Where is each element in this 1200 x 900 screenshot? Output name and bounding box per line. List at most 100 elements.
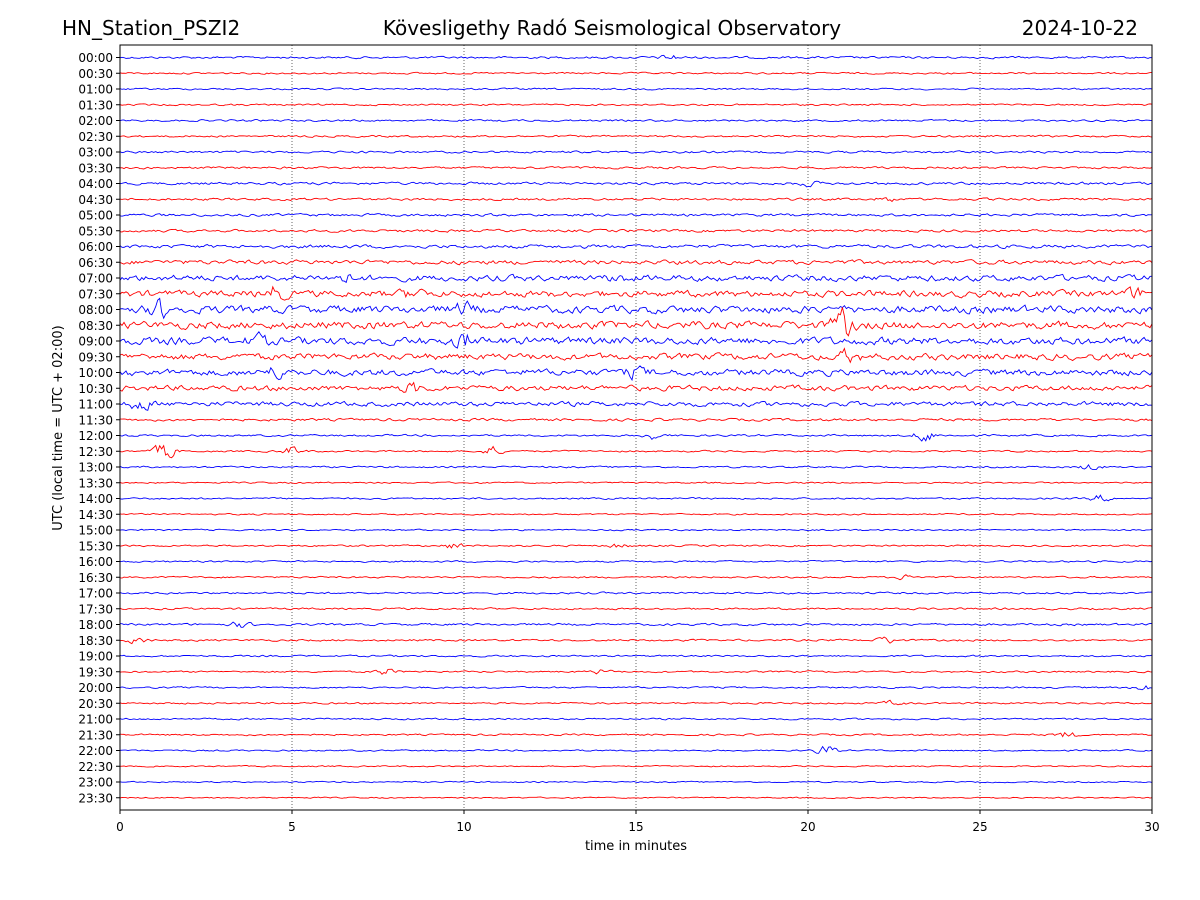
y-tick-label: 17:30 bbox=[78, 602, 113, 616]
y-tick-label: 06:00 bbox=[78, 240, 113, 254]
x-tick-label: 5 bbox=[288, 820, 296, 834]
y-tick-label: 07:30 bbox=[78, 287, 113, 301]
seismic-trace bbox=[119, 494, 1153, 502]
y-tick-label: 14:00 bbox=[78, 492, 113, 506]
y-tick-label: 14:30 bbox=[78, 508, 113, 522]
seismic-trace bbox=[119, 166, 1153, 170]
y-tick-label: 15:30 bbox=[78, 539, 113, 553]
y-tick-label: 19:00 bbox=[78, 650, 113, 664]
x-tick-label: 0 bbox=[116, 820, 124, 834]
seismic-trace bbox=[119, 273, 1153, 284]
y-tick-label: 13:30 bbox=[78, 476, 113, 490]
y-tick-label: 02:30 bbox=[78, 130, 113, 144]
seismic-trace bbox=[119, 381, 1153, 393]
grid-lines bbox=[291, 45, 981, 810]
y-tick-label: 16:00 bbox=[78, 555, 113, 569]
x-axis-label: time in minutes bbox=[585, 839, 687, 854]
y-tick-label: 16:30 bbox=[78, 571, 113, 585]
y-tick-label: 23:30 bbox=[78, 791, 113, 805]
y-tick-label: 07:00 bbox=[78, 272, 113, 286]
y-tick-label: 18:30 bbox=[78, 634, 113, 648]
seismic-trace bbox=[119, 180, 1153, 188]
y-tick-label: 01:00 bbox=[78, 83, 113, 97]
x-axis-ticks: 0 5 10 15 20 25 30 bbox=[116, 810, 1160, 834]
y-tick-label: 03:30 bbox=[78, 161, 113, 175]
x-tick-label: 30 bbox=[1144, 820, 1159, 834]
seismic-trace bbox=[119, 512, 1153, 516]
seismic-trace bbox=[119, 636, 1153, 645]
seismic-trace bbox=[119, 150, 1153, 154]
seismic-trace bbox=[119, 432, 1153, 442]
y-tick-label: 20:00 bbox=[78, 681, 113, 695]
seismic-trace bbox=[119, 607, 1153, 611]
y-axis-label: UTC (local time = UTC + 02:00) bbox=[51, 325, 66, 530]
seismic-trace bbox=[119, 481, 1153, 485]
seismic-trace bbox=[119, 118, 1153, 123]
plot-frame bbox=[119, 44, 1153, 811]
y-tick-label: 04:00 bbox=[78, 177, 113, 191]
seismic-trace bbox=[119, 764, 1153, 768]
seismic-trace bbox=[119, 197, 1153, 203]
seismic-trace bbox=[119, 259, 1153, 266]
y-tick-label: 03:00 bbox=[78, 146, 113, 160]
y-tick-label: 17:00 bbox=[78, 587, 113, 601]
x-tick-label: 10 bbox=[456, 820, 471, 834]
y-tick-label: 10:00 bbox=[78, 366, 113, 380]
seismic-trace bbox=[119, 745, 1153, 754]
seismic-trace bbox=[119, 285, 1153, 301]
seismic-trace bbox=[119, 621, 1153, 628]
y-tick-label: 22:30 bbox=[78, 760, 113, 774]
y-tick-label: 09:00 bbox=[78, 335, 113, 349]
seismic-trace bbox=[119, 297, 1153, 320]
y-tick-label: 10:30 bbox=[78, 382, 113, 396]
seismic-trace bbox=[119, 654, 1153, 658]
seismic-trace bbox=[119, 699, 1153, 706]
y-tick-label: 02:00 bbox=[78, 114, 113, 128]
chart-title-observatory: Kövesligethy Radó Seismological Observat… bbox=[383, 16, 841, 40]
y-tick-label: 00:30 bbox=[78, 67, 113, 81]
x-tick-label: 15 bbox=[628, 820, 643, 834]
seismic-trace bbox=[119, 330, 1153, 349]
y-tick-label: 01:30 bbox=[78, 98, 113, 112]
y-tick-label: 21:00 bbox=[78, 713, 113, 727]
seismic-trace bbox=[119, 228, 1153, 233]
y-tick-label: 18:00 bbox=[78, 618, 113, 632]
y-tick-label: 22:00 bbox=[78, 744, 113, 758]
x-tick-label: 20 bbox=[800, 820, 815, 834]
y-tick-label: 23:00 bbox=[78, 776, 113, 790]
seismic-trace bbox=[119, 54, 1153, 60]
seismic-trace bbox=[119, 528, 1153, 532]
chart-title-station: HN_Station_PSZI2 bbox=[62, 16, 240, 40]
y-tick-label: 08:30 bbox=[78, 319, 113, 333]
seismic-trace bbox=[119, 134, 1153, 138]
y-tick-label: 13:00 bbox=[78, 461, 113, 475]
seismic-trace bbox=[119, 591, 1153, 595]
seismic-trace bbox=[119, 780, 1153, 784]
trace-group bbox=[119, 54, 1153, 799]
seismic-trace bbox=[119, 668, 1153, 675]
seismic-trace bbox=[119, 717, 1153, 721]
y-tick-label: 20:30 bbox=[78, 697, 113, 711]
y-tick-label: 19:30 bbox=[78, 665, 113, 679]
y-tick-label: 11:30 bbox=[78, 413, 113, 427]
y-tick-label: 05:30 bbox=[78, 224, 113, 238]
y-tick-label: 04:30 bbox=[78, 193, 113, 207]
y-tick-label: 00:00 bbox=[78, 51, 113, 65]
y-tick-label: 11:00 bbox=[78, 398, 113, 412]
y-tick-label: 12:00 bbox=[78, 429, 113, 443]
seismic-trace bbox=[119, 400, 1153, 411]
y-tick-label: 12:30 bbox=[78, 445, 113, 459]
seismic-trace bbox=[119, 243, 1153, 250]
seismic-trace bbox=[119, 731, 1153, 738]
chart-title-date: 2024-10-22 bbox=[1022, 16, 1138, 40]
seismic-trace bbox=[119, 543, 1153, 549]
seismic-trace bbox=[119, 559, 1153, 563]
y-tick-label: 05:00 bbox=[78, 209, 113, 223]
seismic-trace bbox=[119, 347, 1153, 364]
seismic-trace bbox=[119, 87, 1153, 91]
seismic-trace bbox=[119, 365, 1153, 382]
seismic-trace bbox=[119, 71, 1153, 75]
seismic-trace bbox=[119, 307, 1153, 337]
